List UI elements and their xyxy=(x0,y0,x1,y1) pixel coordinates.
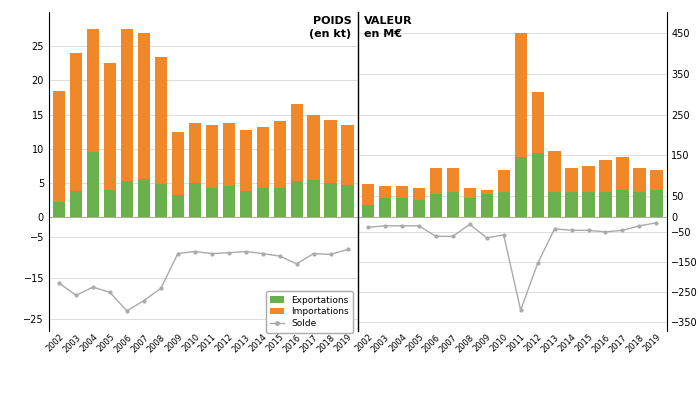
Bar xyxy=(223,123,235,217)
Bar xyxy=(274,121,285,217)
Bar xyxy=(325,120,336,217)
Bar xyxy=(155,56,167,217)
Bar xyxy=(155,184,167,217)
Text: POIDS
(en kt): POIDS (en kt) xyxy=(309,16,352,39)
Bar xyxy=(70,53,82,217)
Bar xyxy=(379,186,391,217)
Bar xyxy=(600,192,611,217)
Bar xyxy=(87,152,99,217)
Bar xyxy=(430,194,442,217)
Bar xyxy=(582,192,595,217)
Bar xyxy=(104,63,116,217)
Bar xyxy=(257,188,269,217)
Bar xyxy=(257,127,269,217)
Bar xyxy=(172,195,184,217)
Bar xyxy=(53,91,65,217)
Bar xyxy=(308,180,320,217)
Bar xyxy=(481,194,493,217)
Bar xyxy=(463,198,476,217)
Bar xyxy=(223,186,235,217)
Bar xyxy=(274,188,285,217)
Bar xyxy=(290,181,303,217)
Bar xyxy=(70,191,82,217)
Bar xyxy=(549,151,560,217)
Bar xyxy=(633,192,646,217)
Bar xyxy=(565,192,578,217)
Bar xyxy=(138,179,150,217)
Bar xyxy=(430,168,442,217)
Bar xyxy=(239,191,252,217)
Bar xyxy=(651,170,662,217)
Text: VALEUR
en M€: VALEUR en M€ xyxy=(364,16,413,39)
Bar xyxy=(206,188,218,217)
Bar xyxy=(87,29,99,217)
Bar xyxy=(651,190,662,217)
Bar xyxy=(138,33,150,217)
Bar xyxy=(325,183,336,217)
Bar xyxy=(341,125,354,217)
Bar xyxy=(565,168,578,217)
Bar xyxy=(413,200,425,217)
Bar xyxy=(362,184,374,217)
Bar xyxy=(239,130,252,217)
Bar xyxy=(531,92,544,217)
Bar xyxy=(121,29,133,217)
Legend: Exportations, Importations, Solde: Exportations, Importations, Solde xyxy=(266,291,353,333)
Bar xyxy=(463,188,476,217)
Bar xyxy=(362,204,374,217)
Bar xyxy=(616,157,629,217)
Bar xyxy=(172,132,184,217)
Bar xyxy=(531,153,544,217)
Bar xyxy=(396,198,408,217)
Bar xyxy=(104,189,116,217)
Bar xyxy=(514,157,527,217)
Bar xyxy=(481,190,493,217)
Bar xyxy=(616,190,629,217)
Bar xyxy=(188,183,201,217)
Bar xyxy=(498,170,510,217)
Bar xyxy=(582,166,595,217)
Bar xyxy=(396,186,408,217)
Bar xyxy=(447,168,459,217)
Bar xyxy=(341,185,354,217)
Bar xyxy=(413,188,425,217)
Bar xyxy=(600,160,611,217)
Bar xyxy=(633,168,646,217)
Bar xyxy=(188,123,201,217)
Bar xyxy=(447,192,459,217)
Bar xyxy=(514,33,527,217)
Bar xyxy=(121,181,133,217)
Bar xyxy=(379,198,391,217)
Bar xyxy=(206,125,218,217)
Bar xyxy=(498,192,510,217)
Bar xyxy=(53,202,65,217)
Bar xyxy=(290,104,303,217)
Bar xyxy=(549,192,560,217)
Bar xyxy=(308,115,320,217)
